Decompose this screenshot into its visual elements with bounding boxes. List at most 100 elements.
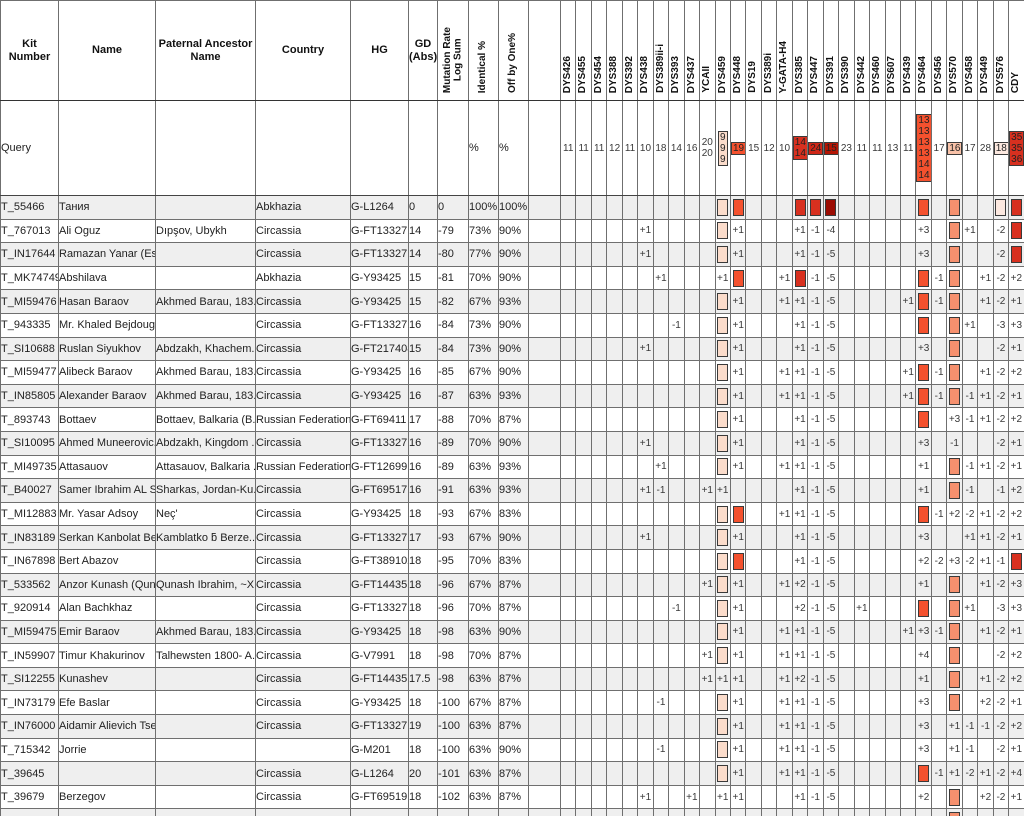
marker-cell: +1 — [915, 478, 932, 503]
offbyone-cell: % — [498, 100, 529, 196]
marker-cell — [621, 242, 639, 267]
heat-cell — [1010, 552, 1022, 570]
identical-cell: 70% — [468, 548, 499, 574]
marker-cell — [760, 195, 778, 220]
marker-cell — [575, 737, 592, 763]
marker-cell — [760, 690, 778, 716]
marker-cell — [977, 312, 994, 338]
offbyone-cell: 90% — [498, 619, 529, 645]
spacer-cell — [528, 430, 561, 456]
marker-cell — [838, 242, 855, 267]
marker-cell: +1 — [1008, 289, 1024, 314]
marker-cell — [745, 454, 762, 480]
marker-cell — [575, 784, 592, 810]
marker-cell — [559, 808, 577, 816]
heat-cell — [717, 694, 729, 712]
marker-cell: -1 — [807, 619, 824, 645]
marker-cell — [838, 666, 855, 692]
ancestor-cell: Qunash Ibrahim, ~X... — [155, 572, 256, 598]
kit-cell: T_715342 — [0, 737, 59, 763]
match-row: T_B40027 Samer Ibrahim AL S... Sharkas, Jo… — [0, 478, 1024, 503]
country-cell: Circassia — [255, 501, 351, 527]
heat-cell — [717, 198, 729, 216]
marker-cell — [745, 737, 762, 763]
spacer-cell — [528, 478, 561, 503]
marker-cell — [946, 666, 963, 692]
marker-cell — [915, 289, 932, 314]
query-marker-cell: 12 — [760, 100, 778, 196]
marker-cell — [946, 218, 963, 244]
marker-cell: -2 — [992, 218, 1010, 244]
marker-cell: +1 — [977, 289, 994, 314]
marker-header: DYS391 — [822, 0, 840, 101]
hg-cell: G-FT69517 — [350, 478, 409, 503]
marker-cell — [559, 525, 577, 550]
marker-cell: +1 — [977, 407, 994, 432]
marker-cell — [899, 690, 917, 716]
marker-cell — [1008, 218, 1024, 244]
marker-cell — [853, 548, 871, 574]
gd-cell: 18 — [408, 737, 438, 763]
name-cell: Samer Ibrahim AL S... — [58, 478, 156, 503]
marker-cell — [637, 360, 654, 385]
offbyone-cell: 87% — [498, 666, 529, 692]
marker-cell — [884, 548, 901, 574]
marker-cell — [853, 195, 871, 220]
query-marker-cell: 14 — [668, 100, 685, 196]
identical-cell: 63% — [468, 714, 499, 739]
marker-cell: -2 — [992, 714, 1010, 739]
marker-cell — [884, 808, 901, 816]
name-cell: Ali Oguz — [58, 218, 156, 244]
marker-cell: +1 — [791, 407, 809, 432]
country-cell: Circassia — [255, 360, 351, 385]
marker-cell — [668, 761, 685, 786]
marker-cell — [559, 407, 577, 432]
marker-cell: -1 — [961, 737, 979, 763]
match-row: T_IN85805 Alexander Baraov Akhmed Barau, 1… — [0, 383, 1024, 409]
marker-cell: -1 — [652, 737, 670, 763]
marker-cell: +1 — [699, 572, 716, 598]
marker-header: DYS442 — [853, 0, 871, 101]
marker-cell — [590, 407, 608, 432]
country-cell: Circassia — [255, 289, 351, 314]
marker-cell: +1 — [637, 336, 654, 362]
marker-cell — [946, 596, 963, 621]
marker-cell — [869, 478, 886, 503]
identical-cell: 73% — [468, 218, 499, 244]
marker-cell — [559, 218, 577, 244]
name-cell: Ruslan Siyukhov — [58, 336, 156, 362]
marker-cell — [683, 242, 701, 267]
marker-cell — [606, 454, 623, 480]
marker-cell — [714, 714, 731, 739]
marker-cell — [668, 525, 685, 550]
query-marker-cell: 17 — [930, 100, 948, 196]
marker-cell: -1 — [992, 548, 1010, 574]
marker-cell — [853, 312, 871, 338]
marker-cell — [838, 478, 855, 503]
marker-cell — [899, 242, 917, 267]
marker-cell — [621, 619, 639, 645]
marker-cell — [699, 761, 716, 786]
marker-cell — [869, 643, 886, 668]
marker-cell — [760, 430, 778, 456]
name-cell: Alexander Baraov — [58, 383, 156, 409]
marker-header: DYS449 — [977, 0, 994, 101]
marker-cell — [668, 195, 685, 220]
gd-cell: 20 — [408, 761, 438, 786]
offbyone-cell: 93% — [498, 454, 529, 480]
marker-cell — [606, 360, 623, 385]
marker-cell — [575, 336, 592, 362]
marker-cell — [853, 643, 871, 668]
mrls-cell: -98 — [437, 643, 469, 668]
marker-cell — [899, 666, 917, 692]
marker-cell — [760, 737, 778, 763]
marker-cell: -5 — [822, 454, 840, 480]
hg-cell: G-FT69519 — [350, 784, 409, 810]
mrls-cell: -93 — [437, 525, 469, 550]
marker-cell — [977, 242, 994, 267]
marker-header: DYS448 — [729, 0, 747, 101]
heat-cell — [949, 576, 961, 594]
marker-cell: +1 — [776, 360, 793, 385]
marker-cell — [745, 336, 762, 362]
kit-cell: T_MI70400 — [0, 808, 59, 816]
